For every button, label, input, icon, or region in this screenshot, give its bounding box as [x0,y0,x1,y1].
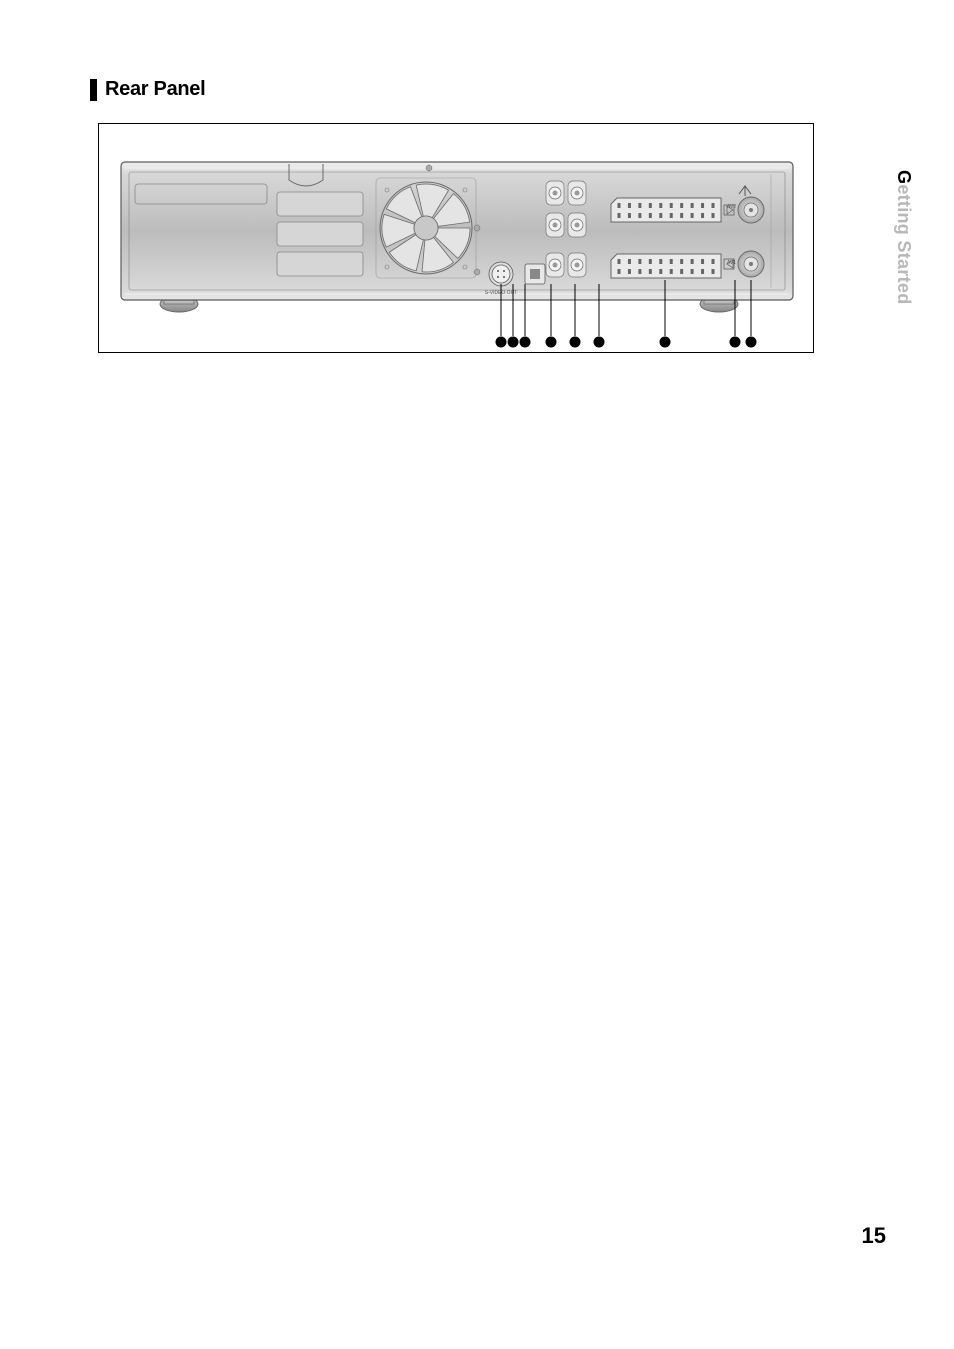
rear-panel-diagram: S-VIDEO OUTAV2AV1 [98,123,814,353]
tab-first-letter: G [894,170,914,184]
heading-text: Rear Panel [105,78,205,101]
section-heading: Rear Panel [90,78,205,101]
heading-accent-bar [90,79,97,101]
page-number: 15 [862,1223,886,1249]
section-tab: Getting Started [893,170,914,305]
manual-page: Rear Panel S-VI [0,0,954,1349]
tab-rest: etting Started [894,184,914,304]
rear-panel-svg: S-VIDEO OUTAV2AV1 [99,124,815,354]
